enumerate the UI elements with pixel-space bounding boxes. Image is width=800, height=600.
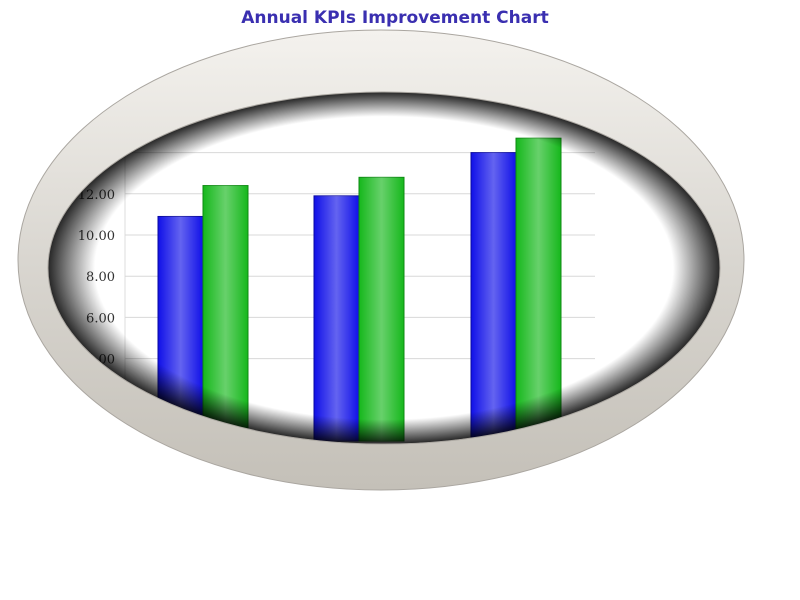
oval-frame	[17, 29, 745, 491]
chart-title: Annual KPIs Improvement Chart	[241, 8, 549, 28]
